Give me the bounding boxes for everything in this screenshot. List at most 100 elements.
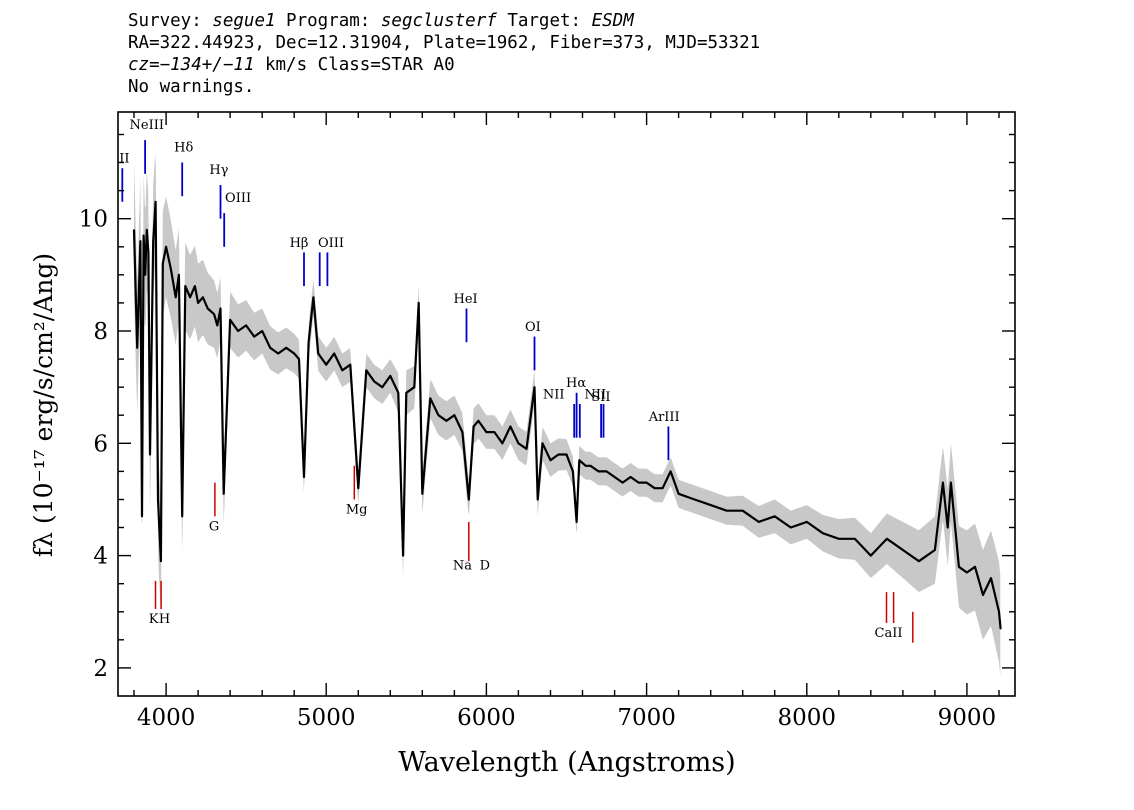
flux-point	[229, 319, 231, 321]
spectral-line-label: CaII	[875, 626, 903, 641]
spectral-line-label: NII	[543, 387, 565, 402]
spectral-line-label: OIII	[318, 236, 344, 251]
flux-point	[146, 229, 148, 231]
flux-point	[206, 307, 209, 310]
flux-point	[437, 414, 440, 417]
spectral-line-label: II	[119, 152, 129, 167]
flux-point	[178, 274, 180, 276]
y-tick-label: 4	[93, 544, 108, 570]
x-tick-label: 8000	[778, 705, 837, 731]
spectral-line-label: H	[159, 612, 170, 627]
flux-point	[693, 498, 696, 501]
flux-point	[142, 234, 145, 237]
flux-point	[293, 352, 296, 355]
flux-point	[661, 487, 664, 490]
flux-point	[357, 487, 360, 490]
flux-point	[154, 201, 157, 203]
y-tick-label: 6	[93, 431, 108, 457]
flux-point	[325, 363, 328, 366]
flux-point	[139, 240, 142, 242]
flux-point	[958, 566, 960, 568]
spectral-line-label: Hα	[566, 376, 586, 391]
flux-point	[389, 375, 392, 377]
flux-point	[621, 481, 624, 484]
header-line-redshift: cz=−134+/−11 km/s Class=STAR A0	[128, 54, 760, 76]
spectral-line-label: OIII	[225, 191, 251, 206]
flux-point	[584, 465, 587, 467]
flux-point	[144, 274, 146, 276]
flux-point	[303, 476, 305, 478]
flux-point	[709, 504, 712, 506]
flux-point	[307, 341, 310, 344]
flux-point	[174, 296, 177, 299]
flux-point	[402, 554, 404, 557]
spectral-line-label: Mg	[346, 503, 368, 518]
flux-point	[741, 509, 744, 512]
flux-point	[637, 481, 640, 484]
flux-point	[902, 549, 904, 551]
spectral-line-label: NII	[584, 387, 606, 402]
flux-point	[445, 420, 448, 422]
flux-point	[349, 363, 352, 366]
flux-point	[157, 498, 159, 501]
flux-point	[757, 521, 760, 523]
flux-point	[312, 296, 315, 299]
x-tick-label: 6000	[457, 705, 516, 731]
flux-point	[990, 577, 992, 579]
spectral-line-label: Hβ	[290, 236, 309, 251]
flux-point	[974, 566, 976, 568]
flux-point	[468, 498, 470, 501]
flux-point	[136, 347, 138, 349]
spectral-line-label: SII	[591, 390, 610, 405]
survey-label: Survey:	[128, 11, 213, 31]
flux-point	[141, 515, 143, 518]
flux-point	[645, 481, 648, 484]
axes: 4000 5000 6000 7000 8000 9000 2 4 6 8 10	[79, 111, 1016, 731]
flux-point	[165, 246, 167, 248]
flux-point	[429, 397, 432, 400]
flux-point	[533, 386, 536, 389]
flux-point	[999, 627, 1002, 630]
spectral-line-label: D	[480, 559, 490, 574]
flux-point	[170, 268, 172, 271]
flux-point	[790, 526, 792, 529]
y-tick-label: 8	[93, 319, 108, 345]
flux-point	[261, 330, 264, 332]
flux-point	[381, 386, 384, 389]
flux-point	[485, 431, 488, 433]
flux-point	[133, 229, 135, 231]
target-value: ESDM	[591, 11, 634, 31]
flux-point	[589, 465, 592, 467]
flux-point	[525, 448, 528, 450]
flux-point	[597, 470, 600, 473]
flux-point	[397, 392, 400, 394]
flux-point	[578, 459, 581, 462]
flux-point	[605, 470, 608, 473]
flux-point	[613, 476, 616, 478]
x-tick-label: 5000	[297, 705, 356, 731]
y-axis-label: fλ (10⁻¹⁷ erg/s/cm²/Ang)	[29, 253, 58, 557]
flux-point	[184, 285, 187, 287]
flux-point	[629, 476, 632, 478]
class-text: km/s Class=STAR A0	[254, 55, 455, 75]
spectral-lines-layer	[121, 140, 914, 643]
flux-point	[854, 538, 856, 540]
spectral-line-label: G	[209, 519, 219, 534]
flux-point	[222, 493, 225, 495]
spectral-line-label: Hγ	[209, 163, 228, 178]
flux-point	[501, 442, 504, 445]
flux-point	[333, 352, 336, 355]
x-tick-label: 9000	[938, 705, 997, 731]
flux-point	[536, 498, 539, 501]
flux-point	[237, 330, 239, 332]
redshift-value: cz=−134+/−11	[128, 55, 255, 75]
flux-point	[509, 425, 512, 428]
flux-point	[152, 240, 154, 242]
x-tick-label: 4000	[137, 705, 196, 731]
flux-point	[149, 453, 151, 456]
flux-point	[998, 611, 1000, 613]
flux-point	[806, 521, 808, 523]
flux-point	[269, 347, 272, 349]
